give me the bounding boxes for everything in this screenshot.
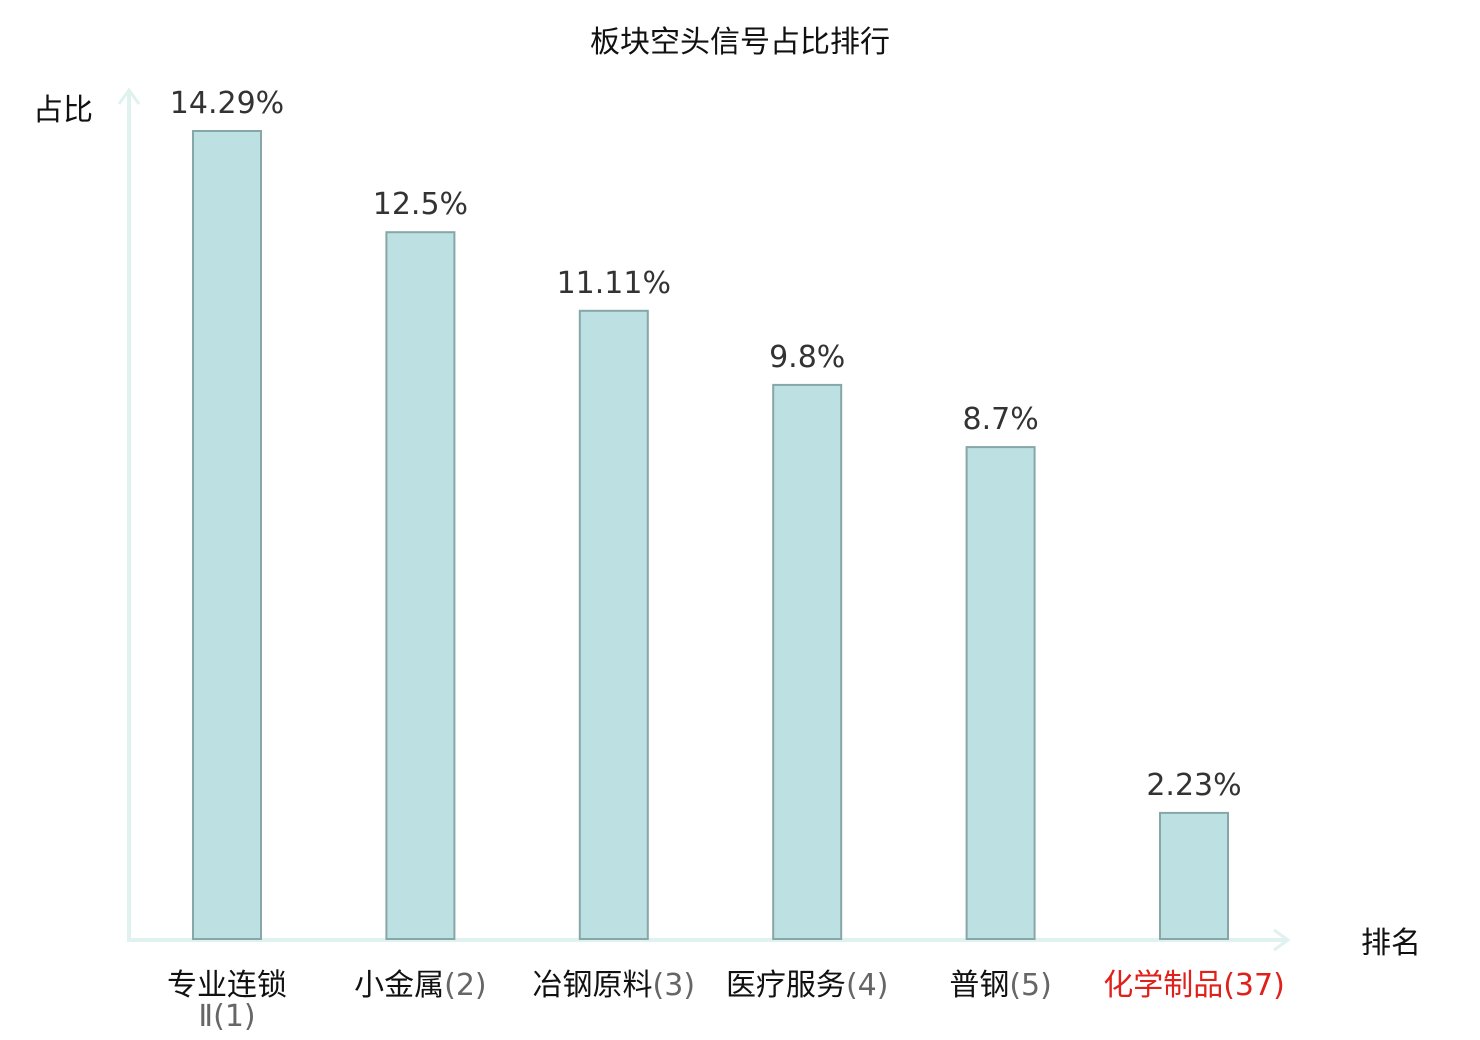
bar-value-label: 8.7% [962,402,1038,437]
x-axis: 排名 [127,926,1421,961]
y-axis-title: 占比 [33,93,93,128]
bar [965,446,1036,940]
bar [385,231,456,940]
bar-value-label: 2.23% [1146,768,1241,803]
bar-series [192,130,1229,941]
bar [578,309,649,940]
y-axis: 占比 [33,87,141,940]
value-labels: 14.29% 12.5% 11.11% 9.8% 8.7% 2.23% [170,86,1242,803]
chart-title: 板块空头信号占比排行 [590,25,890,60]
x-tick-label: 医疗服务(4) [726,968,889,1003]
x-tick-label: 专业连锁 Ⅱ(1) [167,968,287,1034]
x-tick-label: 小金属(2) [354,968,487,1003]
bar-value-label: 11.11% [557,266,671,301]
x-tick-label: 冶钢原料(3) [533,968,696,1003]
category-labels: 专业连锁 Ⅱ(1) 小金属(2) 冶钢原料(3) 医疗服务(4) 普钢(5) 化学制品(37… [167,968,1285,1034]
y-axis-arrow-icon [117,87,141,105]
x-tick-label: 化学制品(37) [1103,968,1285,1003]
bar [772,383,843,940]
bar [1159,811,1229,941]
bar-value-label: 14.29% [170,86,284,121]
bar-value-label: 9.8% [769,340,845,375]
x-axis-title: 排名 [1361,926,1421,961]
bar-value-label: 12.5% [373,187,468,222]
x-axis-arrow-icon [1273,928,1291,952]
bar [192,130,262,940]
x-tick-label: 普钢(5) [949,968,1052,1003]
